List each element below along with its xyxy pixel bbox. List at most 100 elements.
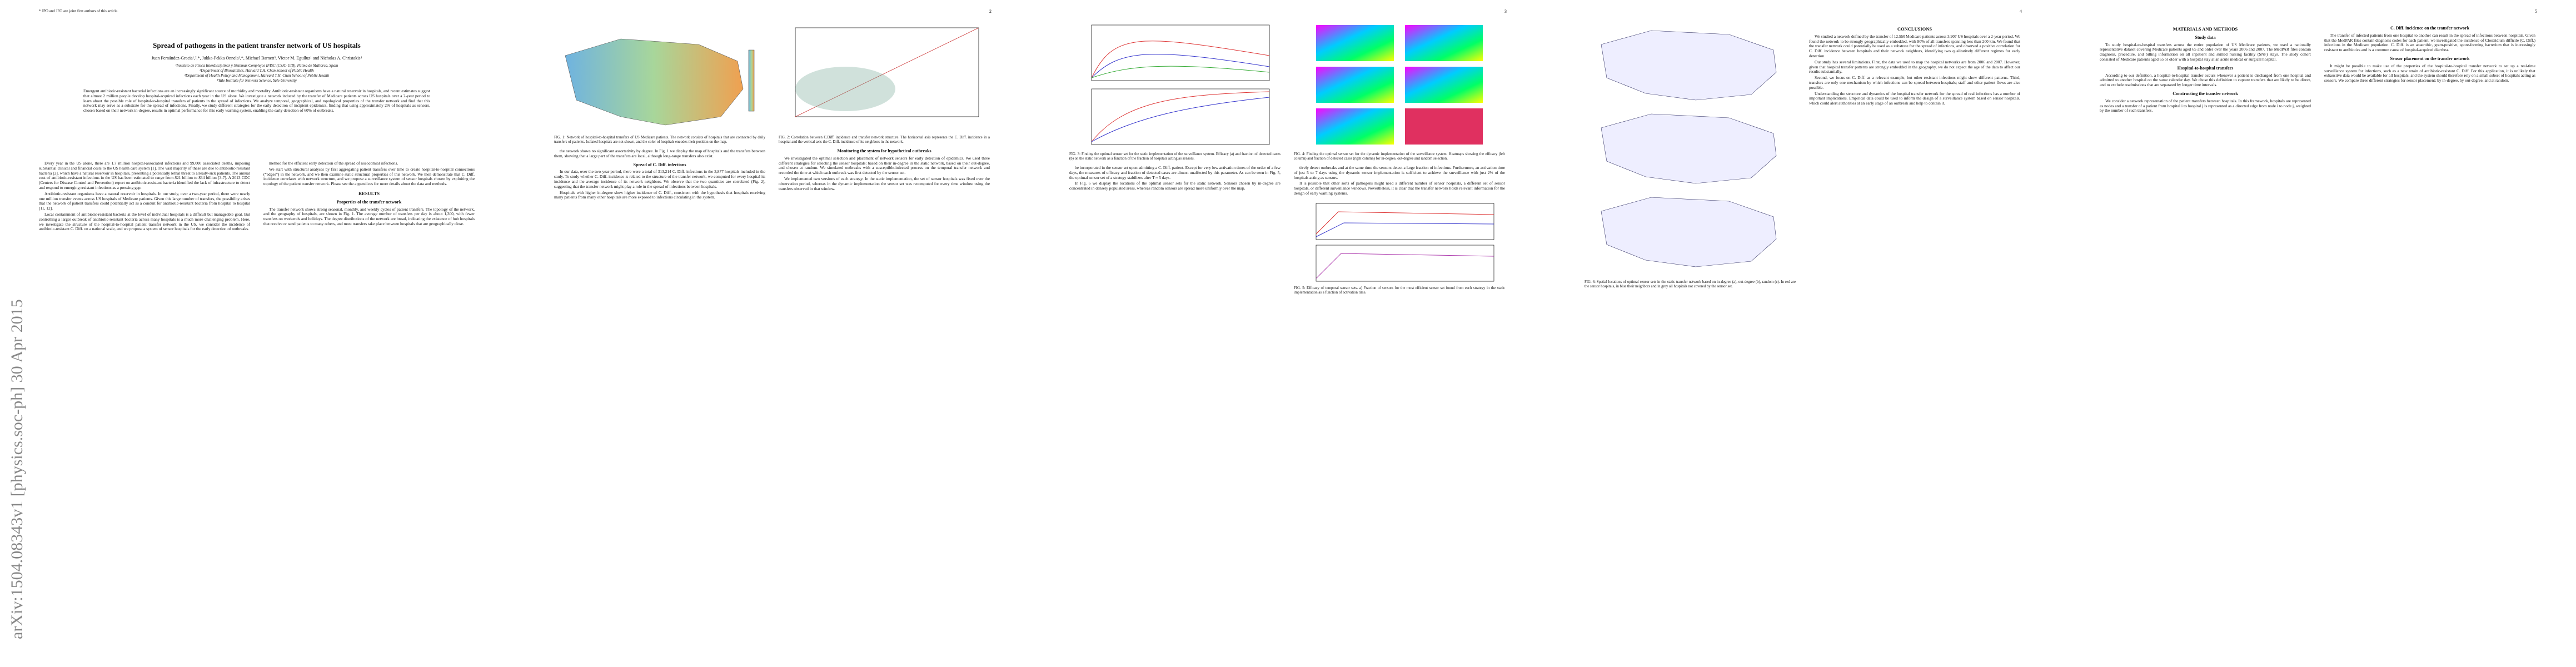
authors: Juan Fernández-Gracia¹,²,*, Jukka-Pekka … [151,56,362,61]
abstract: Emergent antibiotic-resistant bacterial … [83,88,430,113]
column: CONCLUSIONS We studied a network defined… [1809,22,2020,107]
column: FIG. 1: Network of hospital-to-hospital … [554,22,765,201]
figure-caption: FIG. 5: Efficacy of temporal sensor sets… [1294,286,1505,295]
subsection-heading: Hospital-to-hospital transfers [2177,65,2234,71]
column: Every year in the US alone, there are 1.… [39,161,250,233]
page: 3 FIG. 3: Finding the optimal sensor set… [1030,0,1546,667]
paragraph: Our study has several limitations. First… [1809,59,2020,74]
plot-frame [1091,24,1270,81]
figure-map [565,38,755,126]
affiliation: ⁴Yale Institute for Network Science, Yal… [217,78,297,83]
figure-lines [1091,24,1270,145]
fit-line [795,27,979,117]
section-heading: MATERIALS AND METHODS [2173,26,2238,32]
heatmap [1405,108,1483,145]
curve [1091,53,1270,78]
affiliations: ¹Instituto de Física Interdisciplinar y … [39,63,475,83]
subsection-heading: C. Diff. incidence on the transfer netwo… [2390,26,2470,31]
paragraph: We studied a network defined by the tran… [1809,33,2020,58]
paragraph: The transfer network shows strong season… [263,206,475,226]
paragraph: It might be possible to make use of the … [2324,63,2535,83]
paragraph: the network shows no significant assorta… [554,148,765,158]
column: FIG. 2: Correlation between C.Diff. inci… [779,22,990,192]
map-shape [1601,197,1777,267]
subsection-heading: Spread of C. Diff. infections [633,162,686,167]
page-number: 3 [1504,9,1507,14]
column: FIG. 6: Spatial locations of optimal sen… [1585,22,1796,293]
affiliation: ¹Instituto de Física Interdisciplinar y … [175,63,338,68]
paragraph: method for the efficient early detection… [269,161,398,166]
page: 5 MATERIALS AND METHODS Study data To st… [2061,0,2576,667]
heatmap [1316,108,1394,145]
affiliation: ²Department of Biostatistics, Harvard T.… [200,68,314,73]
curve [1316,222,1494,237]
figure-caption: FIG. 2: Correlation between C.Diff. inci… [779,136,990,144]
curve [1316,253,1494,279]
paragraph: be incorporated in the sensor set upon a… [1069,165,1280,180]
paragraph: To study hospital-to-hospital transfers … [2100,42,2311,62]
paragraph: According to our definition, a hospital-… [2100,72,2311,88]
plot-frame [795,27,979,117]
subsection-heading: Constructing the transfer network [2173,91,2238,96]
column: FIG. 4: Finding the optimal sensor set f… [1294,22,1505,300]
page-number: 5 [2535,9,2537,14]
paragraph: Understanding the structure and dynamics… [1809,91,2020,106]
paragraph: The transfer of infected patients from o… [2324,32,2535,53]
paragraph: We implemented two versions of each stra… [779,176,990,191]
title: Spread of pathogens in the patient trans… [153,41,361,49]
figure-efficacy [1316,203,1494,282]
plot-frame [1091,88,1270,145]
paragraph: Hospitals with higher in-degree show hig… [554,190,765,200]
figure-sensor-maps [1601,30,1777,267]
page-number: 2 [989,9,991,14]
figure-caption: FIG. 4: Finding the optimal sensor set f… [1294,152,1505,161]
page: arXiv:1504.08343v1 [physics.soc-ph] 30 A… [0,0,515,667]
curve [1091,91,1270,142]
figure-heatmaps [1316,25,1483,145]
curve [1316,211,1494,235]
paragraph: Antibiotic-resistant organisms have a na… [39,191,250,211]
subsection-heading: Monitoring the system for hypothetical o… [837,148,931,153]
figure-scatter [795,27,979,117]
paragraph: Every year in the US alone, there are 1.… [39,161,250,190]
paragraph: In Fig. 6 we display the locations of th… [1069,181,1280,191]
heatmap [1405,25,1483,61]
subsection-heading: Study data [2195,34,2216,40]
section-heading: CONCLUSIONS [1897,26,1932,32]
page: 4 FIG. 6: Spatial locations of optimal s… [1546,0,2061,667]
paragraph: tively detect outbreaks and at the same … [1294,165,1505,180]
paragraph: Second, we focus on C. Diff. as a releva… [1809,75,2020,90]
affiliation: ³Department of Health Policy and Managem… [184,73,330,78]
subsection-heading: Sensor placement on the transfer network [2390,56,2470,61]
paragraph: In our data, over the two-year period, t… [554,169,765,189]
column: C. Diff. incidence on the transfer netwo… [2324,22,2535,84]
figure-caption: FIG. 3: Finding the optimal sensor set f… [1069,152,1280,161]
map-shape [1601,113,1777,184]
section-heading: RESULTS [358,190,380,196]
page: 2 FIG. 1: Network of hospital-to-hospita… [515,0,1030,667]
footnote: * JPO and JFO are joint first authors of… [39,9,118,13]
paragraph: We investigated the optimal selection an… [779,155,990,176]
plot-frame [1316,245,1494,282]
subsection-heading: Properties of the transfer network [336,199,402,205]
paragraph: It is possible that other sorts of patho… [1294,181,1505,196]
page-number: 4 [2020,9,2022,14]
paragraph: We consider a network representation of … [2100,98,2311,113]
paragraph: Local containment of antibiotic-resistan… [39,211,250,232]
plot-frame [1316,203,1494,240]
paragraph: We start with structural analyses by fir… [263,166,475,187]
figure-caption: FIG. 6: Spatial locations of optimal sen… [1585,280,1796,288]
curve [1091,97,1270,142]
colorbar [748,49,755,112]
map-shape [565,38,744,126]
figure-caption: FIG. 1: Network of hospital-to-hospital … [554,136,765,144]
column: MATERIALS AND METHODS Study data To stud… [2100,22,2311,115]
heatmap [1316,67,1394,103]
map-shape [1601,30,1777,101]
arxiv-stamp: arXiv:1504.08343v1 [physics.soc-ph] 30 A… [8,299,26,639]
curve [1091,66,1270,78]
point-cloud [795,67,895,111]
heatmap [1316,25,1394,61]
column: FIG. 3: Finding the optimal sensor set f… [1069,22,1280,192]
